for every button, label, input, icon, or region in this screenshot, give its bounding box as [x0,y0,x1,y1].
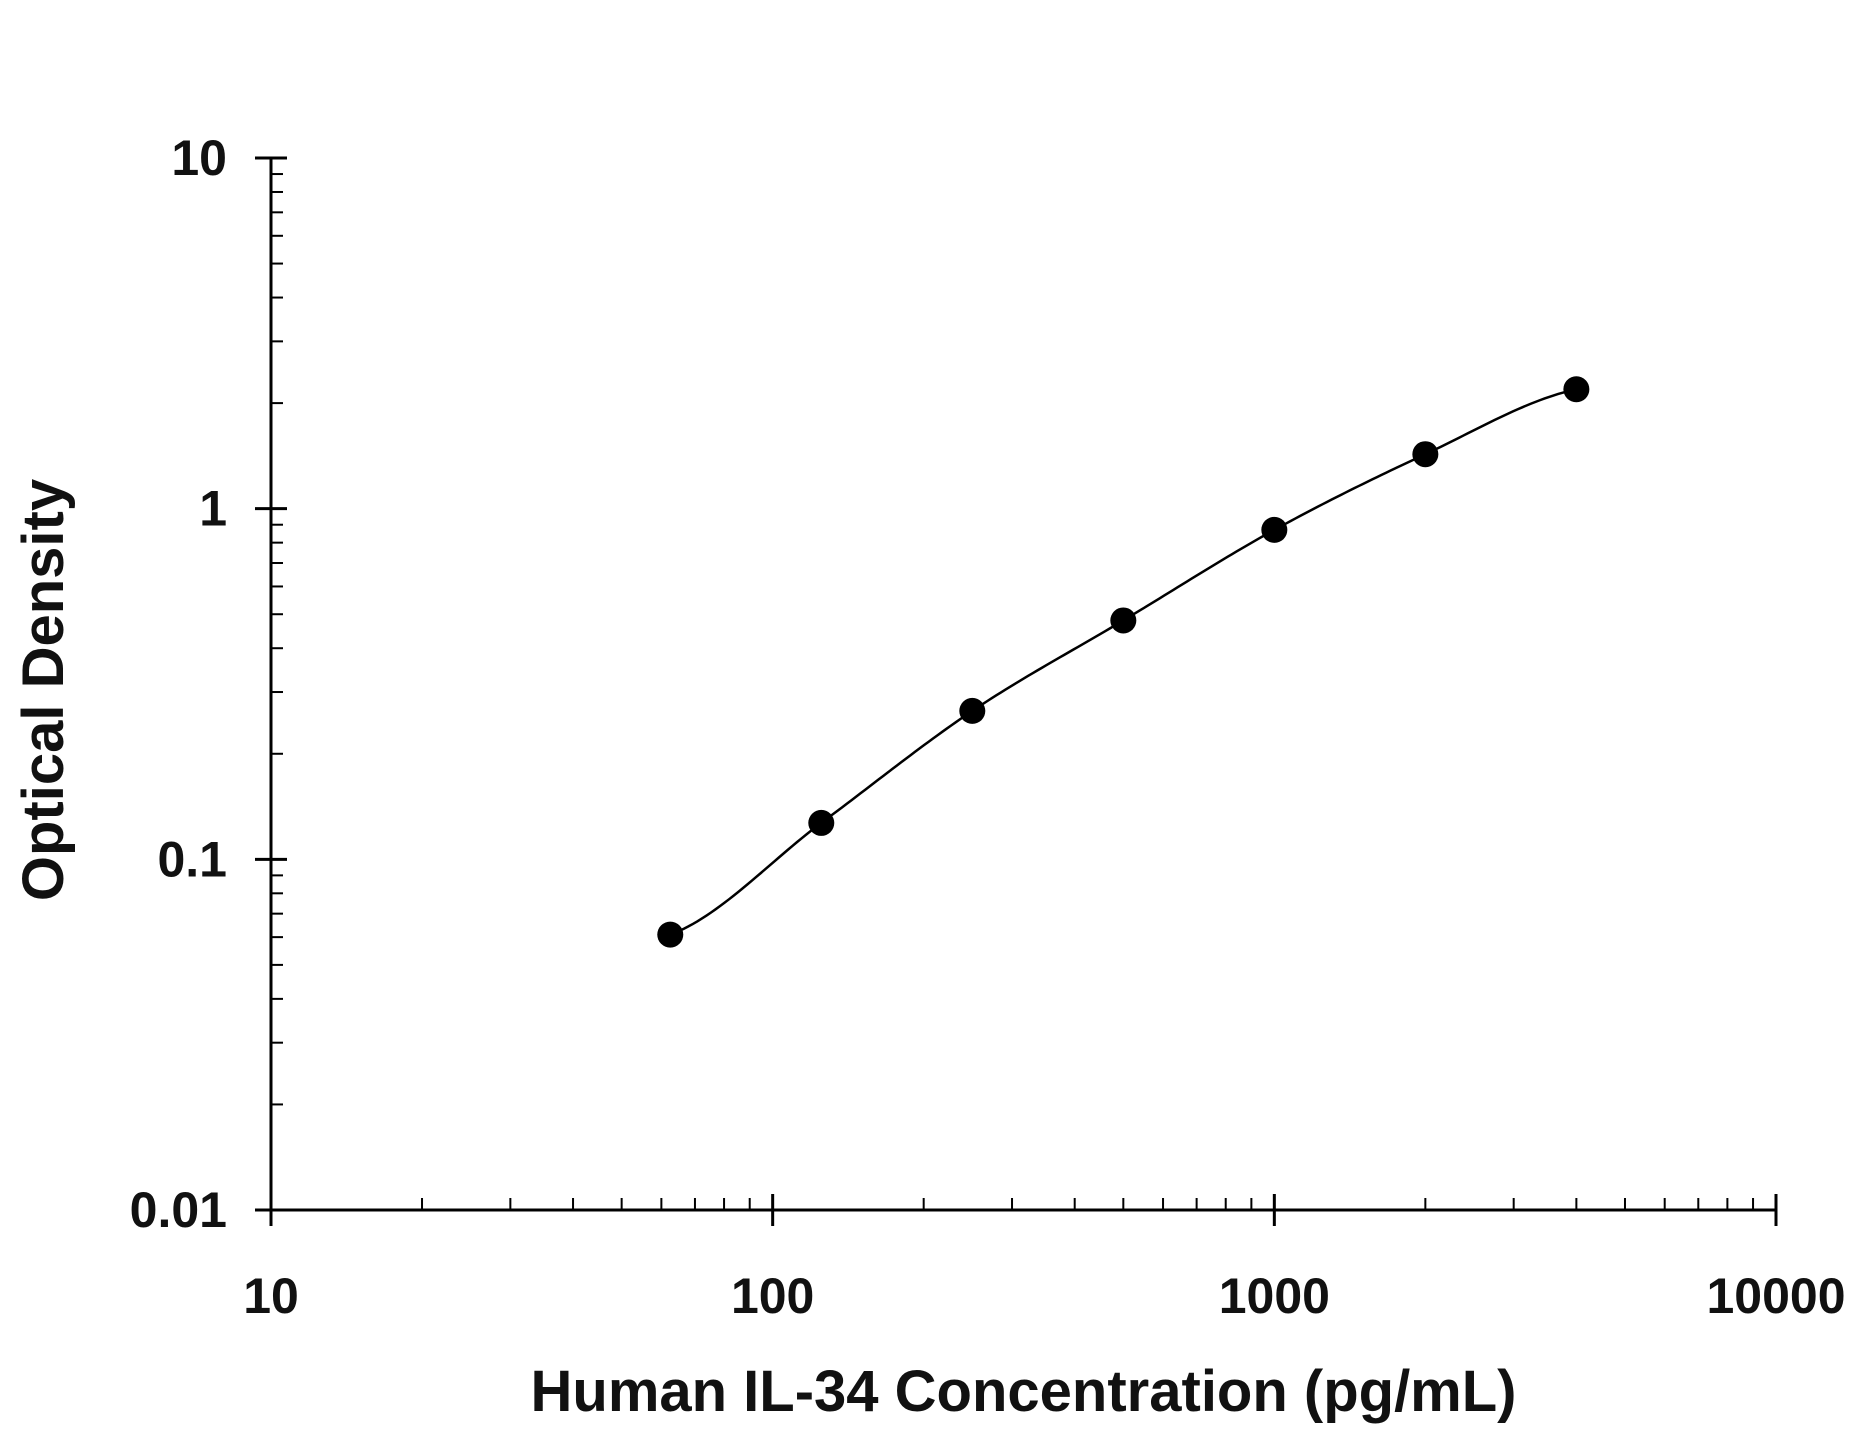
y-tick-label: 0.01 [130,1182,227,1238]
data-point [1412,441,1439,468]
data-point [808,809,835,836]
data-points [657,376,1590,948]
y-tick-label: 10 [171,130,227,186]
x-tick-label: 10 [243,1268,299,1324]
x-tick-label: 1000 [1219,1268,1330,1324]
x-tick-label: 100 [731,1268,814,1324]
data-point [1110,607,1137,634]
fit-curve [669,388,1577,936]
y-axis-title: Optical Density [11,479,76,901]
data-point [657,921,684,948]
x-tick-label: 10000 [1706,1268,1845,1324]
minor-ticks [271,173,1755,1210]
data-point [1261,516,1288,543]
data-point [1563,376,1590,403]
y-tick-labels: 0.01 0.1 1 10 [130,130,227,1238]
major-ticks [255,156,1778,1226]
x-tick-labels: 10 100 1000 10000 [243,1268,1845,1324]
data-point [959,697,986,724]
y-tick-label: 0.1 [157,831,227,887]
x-axis-title: Human IL-34 Concentration (pg/mL) [531,1359,1517,1424]
y-tick-label: 1 [199,481,227,537]
